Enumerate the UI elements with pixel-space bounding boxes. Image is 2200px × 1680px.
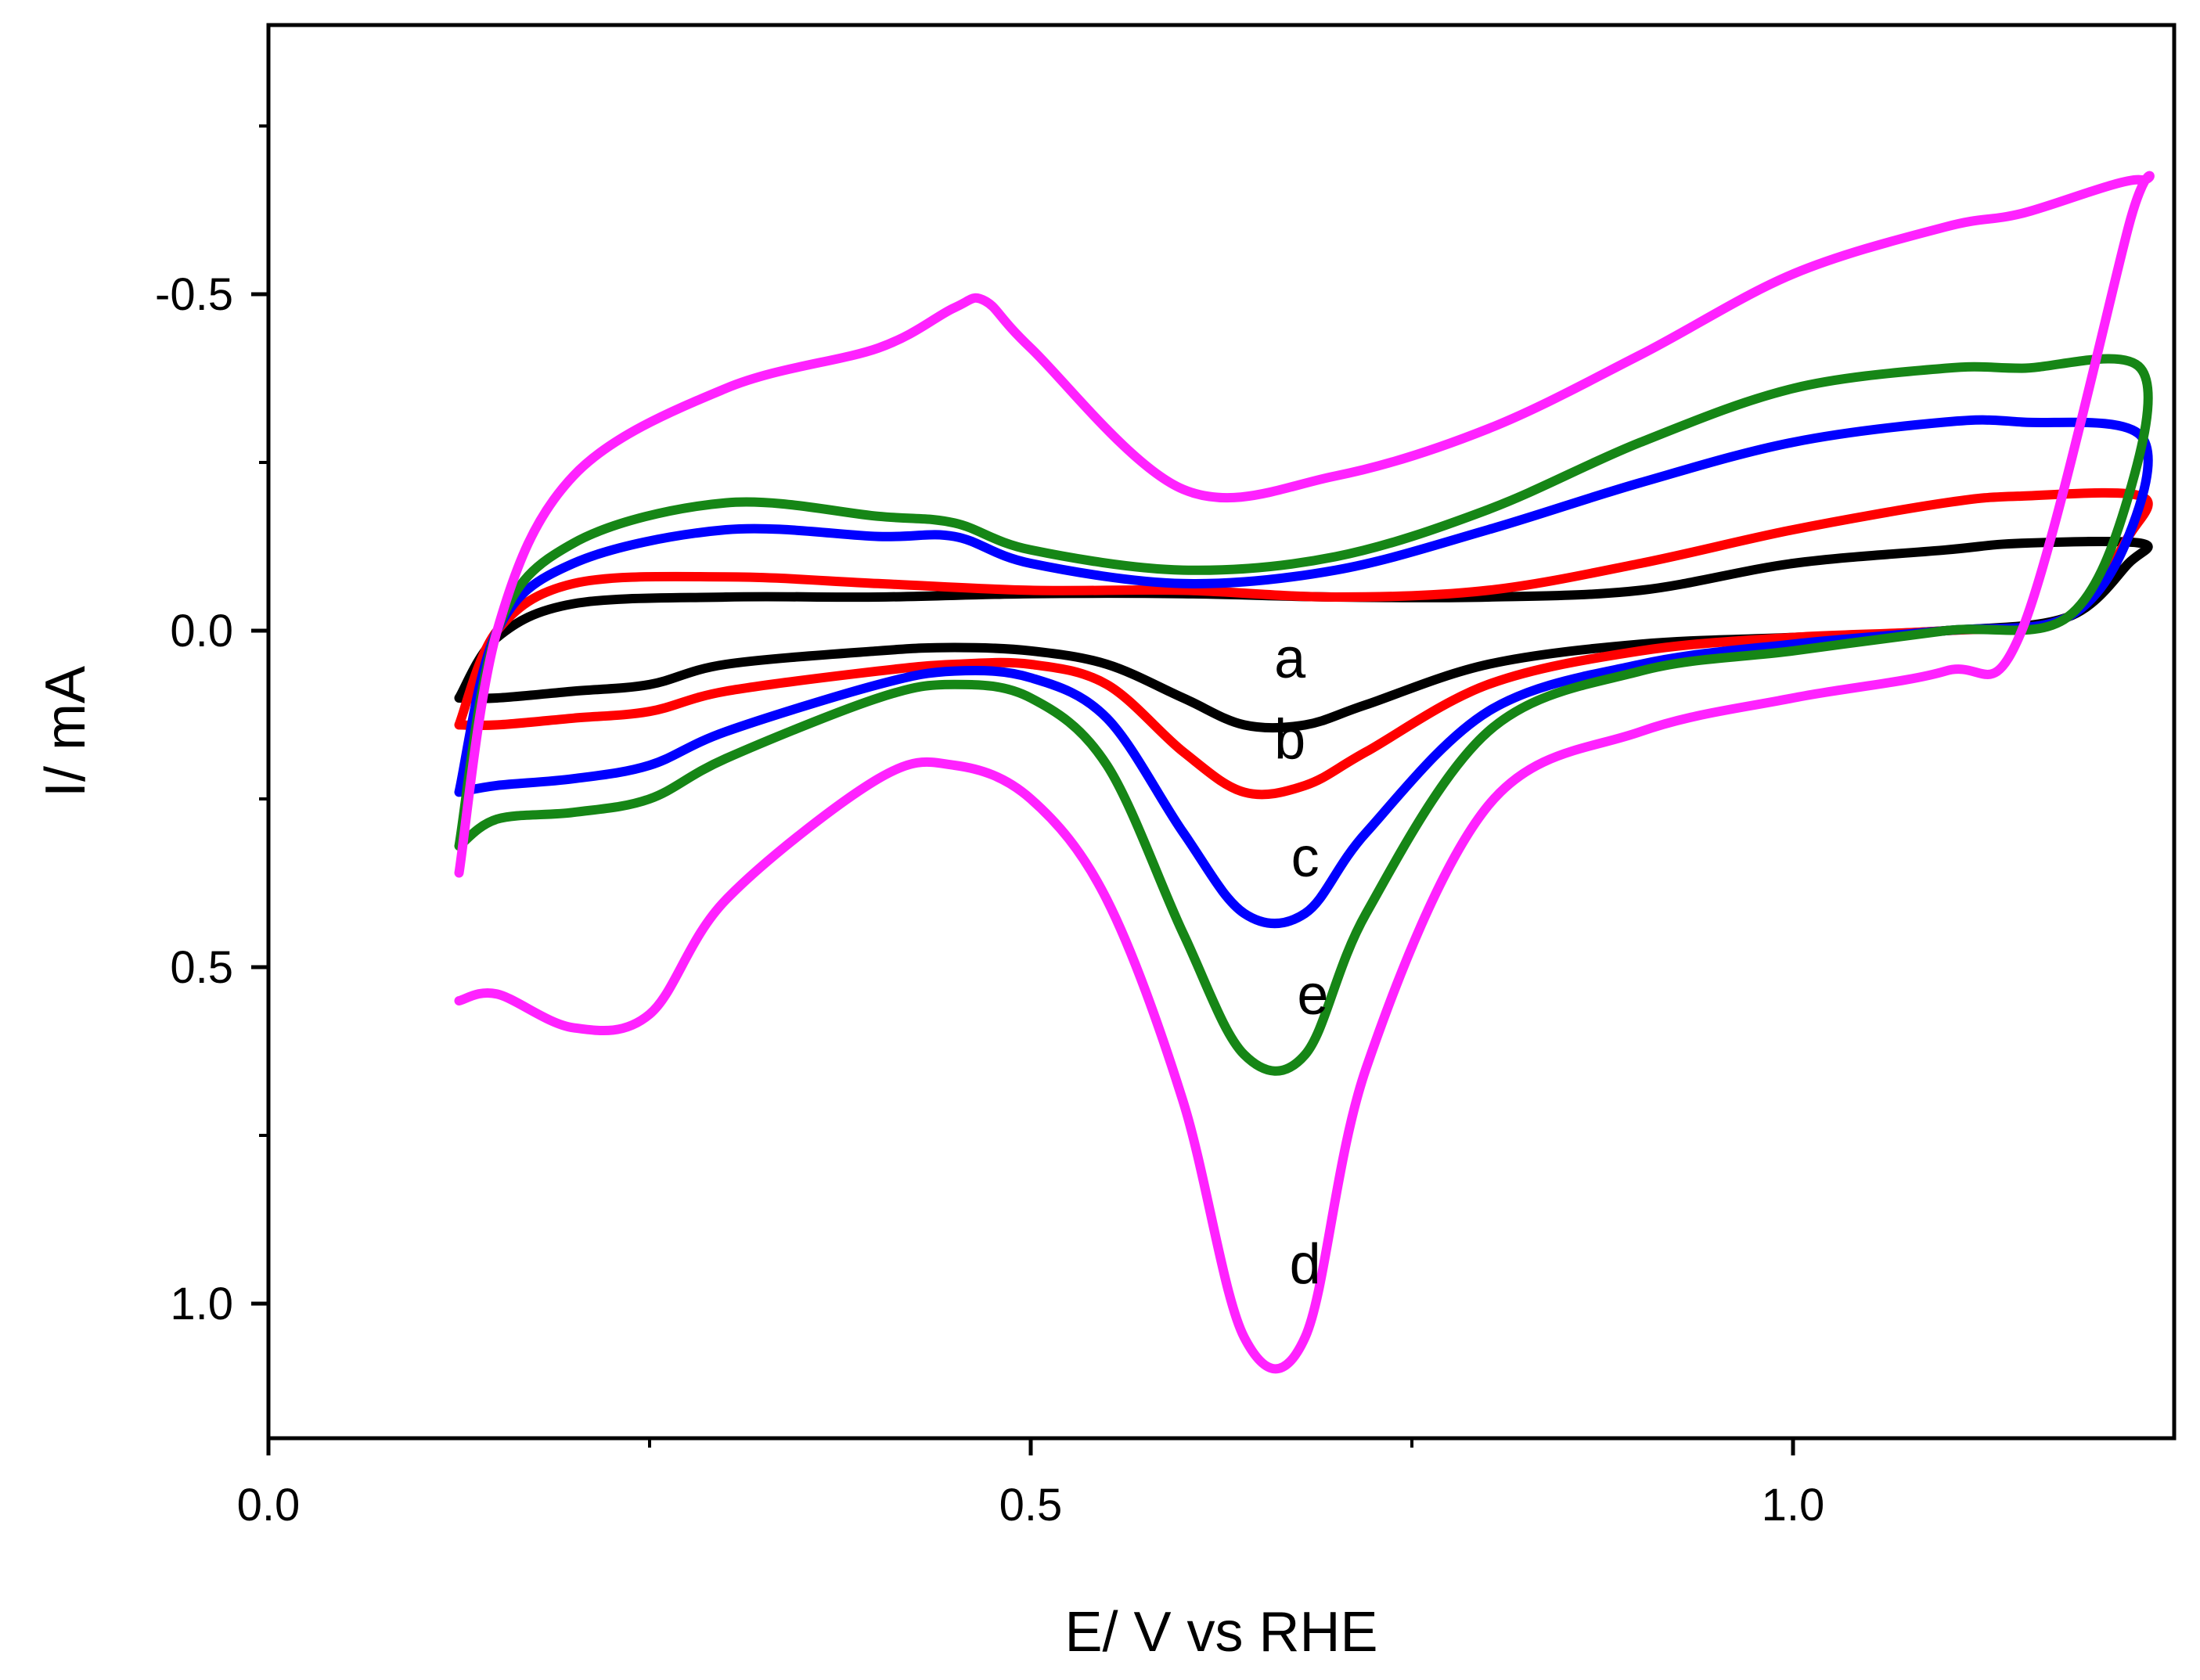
x-axis-title: E/ V vs RHE — [1064, 1601, 1377, 1664]
curve-label-d: d — [1290, 1233, 1321, 1296]
y-axis-title: I/ mA — [34, 666, 97, 797]
series-d-line — [454, 171, 2155, 1374]
curves-layer — [454, 171, 2155, 1374]
labels-layer: 0.0 0.5 1.0 -0.5 0.0 0.5 1.0 abc e d — [155, 269, 1824, 1531]
x-tick-label: 0.0 — [237, 1480, 301, 1531]
y-tick-label: -0.5 — [155, 269, 233, 320]
curve-label-e: e — [1297, 964, 1328, 1027]
curve-label-c: c — [1291, 826, 1320, 889]
x-tick-label: 1.0 — [1762, 1480, 1825, 1531]
series-e-line — [454, 354, 2153, 1076]
series-c-line — [454, 415, 2153, 929]
y-tick-label: 1.0 — [170, 1279, 233, 1329]
curve-label-a: a — [1274, 628, 1306, 690]
curve-label-b: b — [1274, 708, 1305, 771]
plot-frame — [266, 23, 2177, 1441]
y-tick-label: 0.5 — [170, 942, 233, 993]
y-tick-label: 0.0 — [170, 606, 233, 657]
x-tick-label: 0.5 — [999, 1480, 1063, 1531]
